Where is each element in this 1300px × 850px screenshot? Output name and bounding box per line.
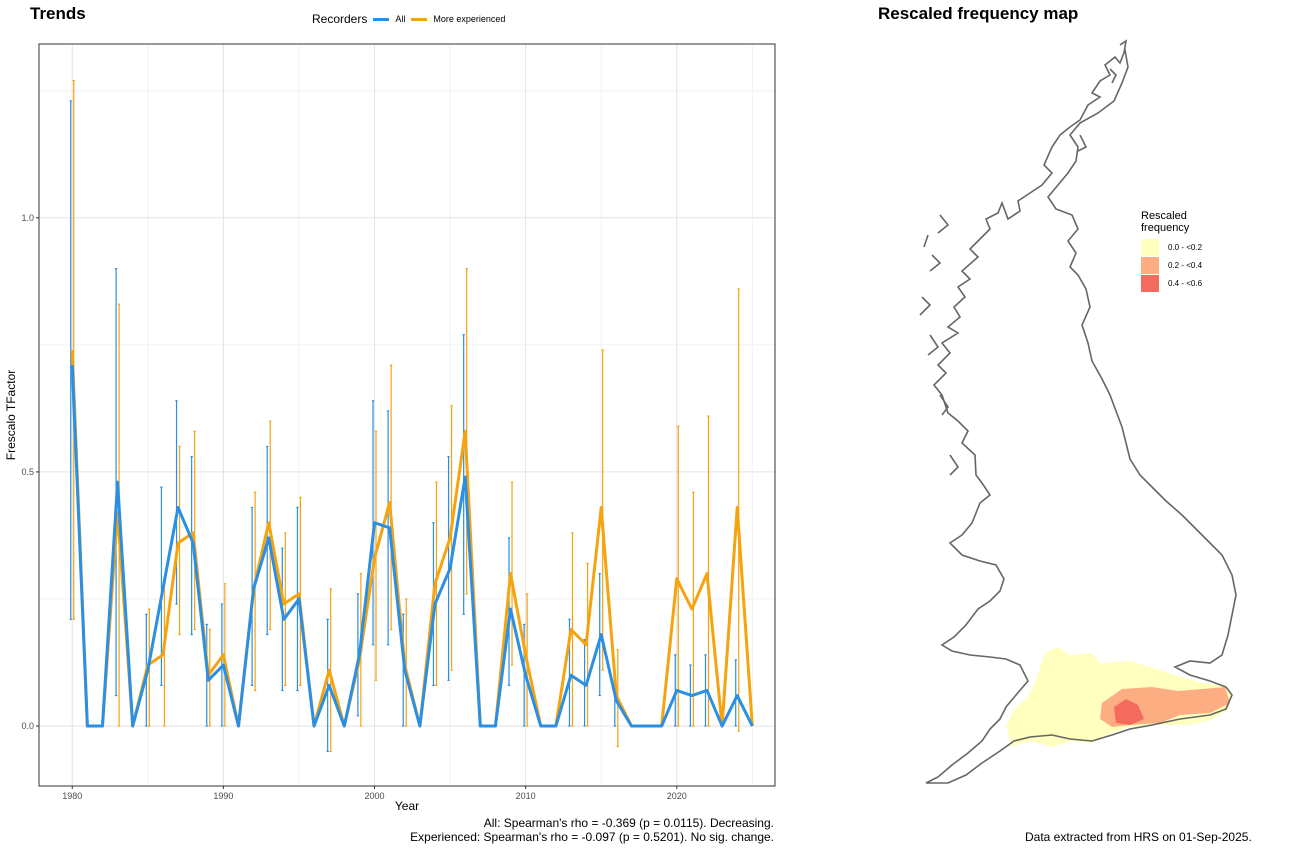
map-legend-row-high: 0.4 - <0.6: [1141, 274, 1202, 292]
x-axis-title: Year: [395, 799, 419, 813]
map-legend-swatch-high: [1141, 274, 1159, 292]
trend-chart: 0.0 0.5 1.0 1980 1990 2000 2010 2020 Year Frescal…: [4, 43, 776, 813]
chart-legend: Recorders All More experienced: [312, 12, 505, 26]
plot-border: [38, 43, 776, 787]
great-britain-outline: [925, 47, 1237, 784]
legend-swatch-all: [373, 17, 390, 21]
frequency-map: [919, 39, 1237, 784]
stats-experienced: Experienced: Spearman's rho = -0.097 (p …: [410, 830, 774, 844]
map-legend-title-2: frequency: [1141, 222, 1190, 234]
legend-label-all: All: [395, 14, 406, 24]
map-legend-title-1: Rescaled: [1141, 210, 1187, 222]
y-axis-title: Frescalo TFactor: [4, 370, 18, 460]
trends-title: Trends: [30, 4, 86, 23]
map-legend-label-mid: 0.2 - <0.4: [1168, 260, 1203, 270]
y-tick-label: 0.5: [21, 467, 34, 477]
map-legend-label-high: 0.4 - <0.6: [1168, 278, 1203, 288]
x-tick-label: 1990: [213, 791, 233, 801]
x-tick-label: 1980: [62, 791, 82, 801]
legend-title: Recorders: [312, 12, 368, 26]
x-tick-label: 2010: [516, 791, 536, 801]
stats-all: All: Spearman's rho = -0.369 (p = 0.0115…: [483, 816, 774, 830]
legend-item-experienced: More experienced: [411, 14, 505, 24]
map-frequency-cells: [1006, 647, 1232, 747]
map-legend-swatch-mid: [1141, 256, 1159, 274]
map-legend: Rescaled frequency 0.0 - <0.2 0.2 - <0.4…: [1141, 210, 1202, 292]
legend-item-all: All: [373, 14, 405, 24]
map-title: Rescaled frequency map: [878, 4, 1079, 23]
x-tick-label: 2000: [364, 791, 384, 801]
y-tick-label: 1.0: [21, 213, 34, 223]
map-legend-row-low: 0.0 - <0.2: [1141, 238, 1202, 256]
legend-swatch-experienced: [411, 17, 428, 21]
x-tick-label: 2020: [667, 791, 687, 801]
map-cells-high: [1114, 699, 1144, 725]
series-line-all: [70, 365, 754, 728]
footer-note: Data extracted from HRS on 01-Sep-2025.: [1025, 830, 1252, 844]
map-legend-swatch-low: [1141, 238, 1159, 256]
islands-north: [919, 39, 1128, 476]
y-tick-label: 0.0: [21, 721, 34, 731]
map-legend-row-mid: 0.2 - <0.4: [1141, 256, 1202, 274]
legend-label-experienced: More experienced: [433, 14, 506, 24]
map-legend-label-low: 0.0 - <0.2: [1168, 242, 1203, 252]
